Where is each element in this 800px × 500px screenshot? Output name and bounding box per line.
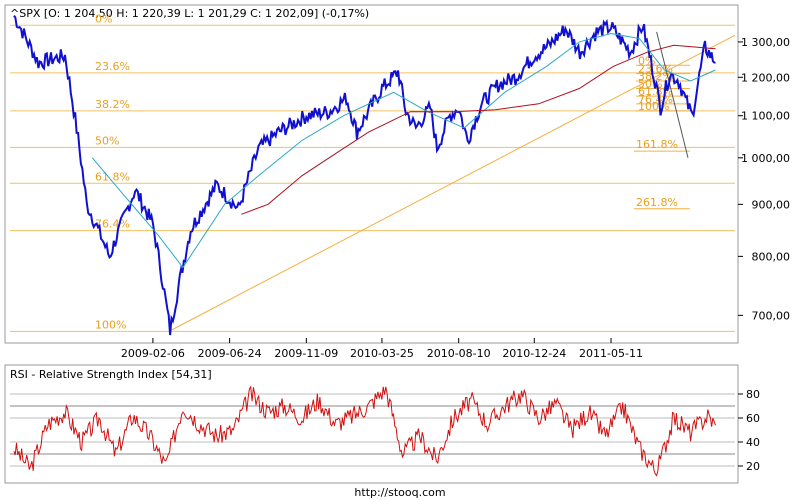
price-series-line — [241, 44, 716, 215]
fib-level-label: 50% — [95, 134, 119, 147]
fib-trend-line — [169, 34, 736, 332]
chart-title: ^SPX [O: 1 204,50 H: 1 220,39 L: 1 201,2… — [10, 7, 369, 20]
y-tick-label: 1 300,00 — [741, 36, 790, 49]
rsi-y-tick-label: 60 — [746, 412, 760, 425]
y-tick-label: 900,00 — [752, 198, 791, 211]
rsi-y-tick-label: 80 — [746, 388, 760, 401]
fib-level-label: 61.8% — [95, 170, 130, 183]
fib-level-label: 38.2% — [95, 98, 130, 111]
rsi-title: RSI - Relative Strength Index [54,31] — [10, 368, 212, 381]
price-series-line — [13, 15, 716, 336]
x-tick-label: 2010-12-24 — [502, 347, 566, 360]
fib-level-label: 23.6% — [95, 60, 130, 73]
rsi-panel-frame — [4, 364, 739, 484]
rsi-y-tick-label: 20 — [746, 460, 760, 473]
x-axis: 2009-02-06 2009-06-24 2009-11-09 2010-03-25… — [121, 338, 643, 360]
x-tick-label: 2011-05-11 — [579, 347, 643, 360]
price-y-axis: 1 300,00 1 200,00 1 100,00 1 000,00 900,00 80… — [738, 36, 790, 322]
projection-line — [656, 31, 689, 158]
y-tick-label: 800,00 — [752, 250, 791, 263]
y-tick-label: 700,00 — [752, 309, 791, 322]
x-tick-label: 2009-02-06 — [121, 347, 185, 360]
rsi-grid — [10, 393, 735, 467]
x-tick-label: 2010-03-25 — [350, 347, 414, 360]
fib-small-label: 100% — [638, 100, 669, 113]
fib-level-label: 100% — [95, 318, 126, 331]
y-tick-label: 1 100,00 — [741, 110, 790, 123]
fib-extension-label: 161.8% — [636, 138, 678, 151]
rsi-y-axis: 80 60 40 20 — [738, 388, 760, 473]
y-tick-label: 1 000,00 — [741, 152, 790, 165]
x-tick-label: 2009-11-09 — [274, 347, 338, 360]
x-tick-label: 2010-08-10 — [427, 347, 491, 360]
price-series-layer — [13, 15, 716, 336]
rsi-y-tick-label: 40 — [746, 436, 760, 449]
fib-extension-label: 261.8% — [636, 196, 678, 209]
fib-small-label: 23.6% — [638, 63, 673, 76]
x-tick-label: 2009-06-24 — [198, 347, 262, 360]
fib-small-label: 38.2% — [638, 70, 673, 83]
price-panel-frame — [4, 4, 739, 344]
footer-url: http://stooq.com — [354, 486, 445, 499]
fib-level-label: 0% — [95, 12, 112, 25]
rsi-series-layer — [13, 385, 716, 477]
rsi-series-line — [13, 385, 716, 477]
y-tick-label: 1 200,00 — [741, 71, 790, 84]
